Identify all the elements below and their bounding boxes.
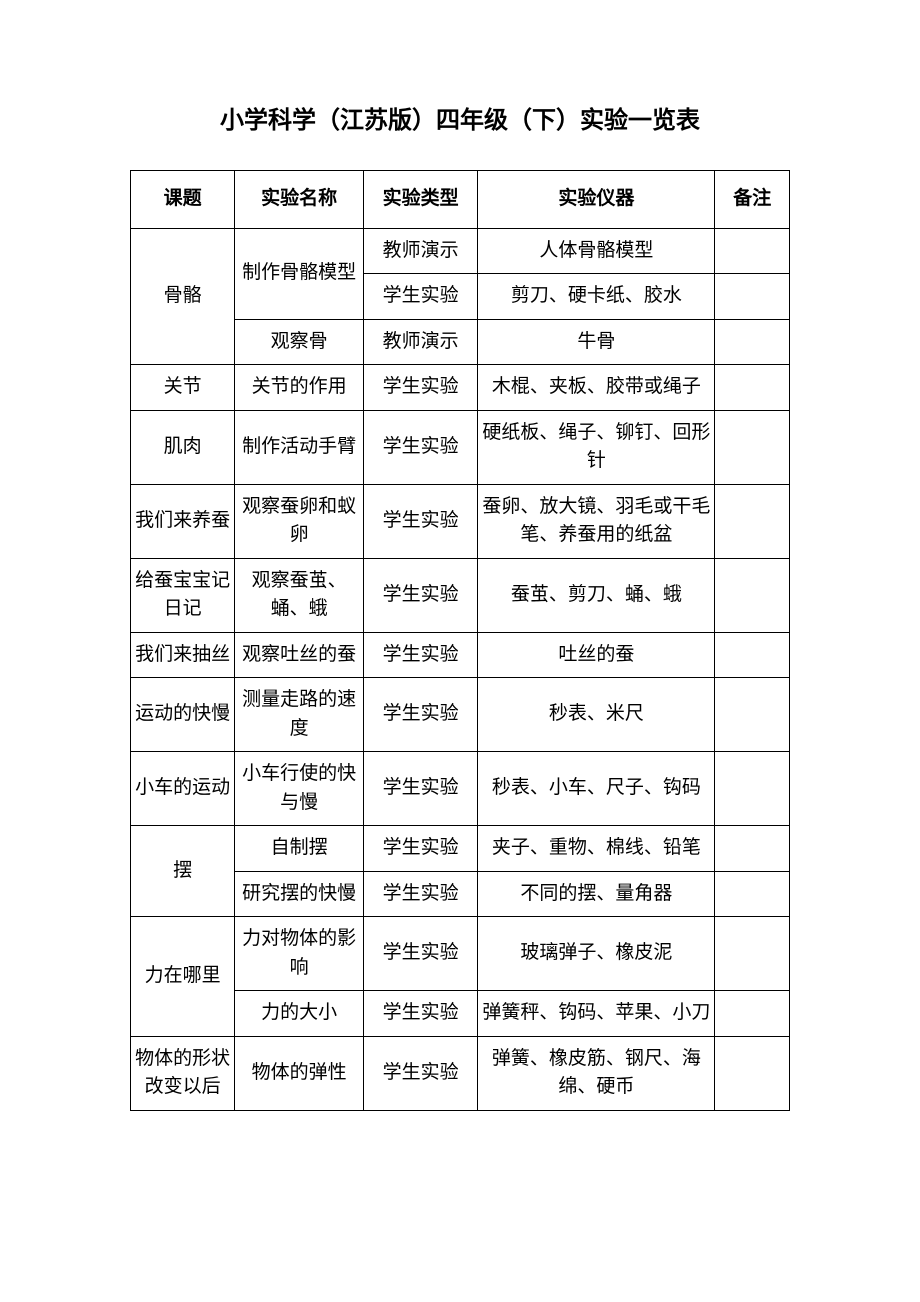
cell-type: 学生实验 — [363, 826, 477, 872]
cell-topic: 小车的运动 — [131, 752, 235, 826]
cell-type: 学生实验 — [363, 1036, 477, 1110]
cell-type: 学生实验 — [363, 365, 477, 411]
cell-type: 教师演示 — [363, 319, 477, 365]
header-remark: 备注 — [715, 171, 790, 229]
cell-name: 力的大小 — [235, 991, 364, 1037]
cell-topic: 骨骼 — [131, 228, 235, 365]
cell-name: 物体的弹性 — [235, 1036, 364, 1110]
cell-equipment: 夹子、重物、棉线、铅笔 — [478, 826, 715, 872]
cell-name: 制作骨骼模型 — [235, 228, 364, 319]
cell-remark — [715, 752, 790, 826]
cell-remark — [715, 632, 790, 678]
cell-equipment: 不同的摆、量角器 — [478, 871, 715, 917]
cell-type: 学生实验 — [363, 484, 477, 558]
table-row: 小车的运动 小车行使的快与慢 学生实验 秒表、小车、尺子、钩码 — [131, 752, 790, 826]
cell-type: 学生实验 — [363, 871, 477, 917]
cell-equipment: 蚕卵、放大镜、羽毛或干毛笔、养蚕用的纸盆 — [478, 484, 715, 558]
cell-type: 学生实验 — [363, 991, 477, 1037]
cell-name: 观察蚕茧、蛹、蛾 — [235, 558, 364, 632]
cell-remark — [715, 274, 790, 320]
table-row: 肌肉 制作活动手臂 学生实验 硬纸板、绳子、铆钉、回形针 — [131, 410, 790, 484]
cell-type: 学生实验 — [363, 752, 477, 826]
cell-topic: 我们来抽丝 — [131, 632, 235, 678]
table-row: 骨骼 制作骨骼模型 教师演示 人体骨骼模型 — [131, 228, 790, 274]
table-row: 运动的快慢 测量走路的速度 学生实验 秒表、米尺 — [131, 678, 790, 752]
table-row: 给蚕宝宝记日记 观察蚕茧、蛹、蛾 学生实验 蚕茧、剪刀、蛹、蛾 — [131, 558, 790, 632]
cell-name: 自制摆 — [235, 826, 364, 872]
cell-equipment: 秒表、小车、尺子、钩码 — [478, 752, 715, 826]
cell-name: 测量走路的速度 — [235, 678, 364, 752]
cell-equipment: 人体骨骼模型 — [478, 228, 715, 274]
cell-equipment: 硬纸板、绳子、铆钉、回形针 — [478, 410, 715, 484]
table-header-row: 课题 实验名称 实验类型 实验仪器 备注 — [131, 171, 790, 229]
cell-remark — [715, 678, 790, 752]
cell-equipment: 剪刀、硬卡纸、胶水 — [478, 274, 715, 320]
header-name: 实验名称 — [235, 171, 364, 229]
header-type: 实验类型 — [363, 171, 477, 229]
table-row: 我们来抽丝 观察吐丝的蚕 学生实验 吐丝的蚕 — [131, 632, 790, 678]
cell-remark — [715, 826, 790, 872]
cell-type: 学生实验 — [363, 917, 477, 991]
cell-equipment: 弹簧秤、钩码、苹果、小刀 — [478, 991, 715, 1037]
cell-type: 教师演示 — [363, 228, 477, 274]
cell-remark — [715, 871, 790, 917]
table-row: 关节 关节的作用 学生实验 木棍、夹板、胶带或绳子 — [131, 365, 790, 411]
cell-remark — [715, 410, 790, 484]
cell-remark — [715, 228, 790, 274]
cell-equipment: 牛骨 — [478, 319, 715, 365]
cell-name: 关节的作用 — [235, 365, 364, 411]
cell-type: 学生实验 — [363, 558, 477, 632]
cell-equipment: 蚕茧、剪刀、蛹、蛾 — [478, 558, 715, 632]
cell-type: 学生实验 — [363, 410, 477, 484]
cell-topic: 给蚕宝宝记日记 — [131, 558, 235, 632]
cell-topic: 摆 — [131, 826, 235, 917]
cell-remark — [715, 319, 790, 365]
cell-topic: 物体的形状改变以后 — [131, 1036, 235, 1110]
cell-remark — [715, 1036, 790, 1110]
cell-name: 制作活动手臂 — [235, 410, 364, 484]
cell-equipment: 玻璃弹子、橡皮泥 — [478, 917, 715, 991]
header-topic: 课题 — [131, 171, 235, 229]
cell-type: 学生实验 — [363, 632, 477, 678]
page-title: 小学科学（江苏版）四年级（下）实验一览表 — [130, 100, 790, 135]
cell-equipment: 木棍、夹板、胶带或绳子 — [478, 365, 715, 411]
cell-remark — [715, 484, 790, 558]
cell-topic: 我们来养蚕 — [131, 484, 235, 558]
cell-type: 学生实验 — [363, 678, 477, 752]
cell-topic: 肌肉 — [131, 410, 235, 484]
cell-remark — [715, 917, 790, 991]
table-row: 摆 自制摆 学生实验 夹子、重物、棉线、铅笔 — [131, 826, 790, 872]
cell-remark — [715, 365, 790, 411]
cell-name: 小车行使的快与慢 — [235, 752, 364, 826]
table-row: 力在哪里 力对物体的影响 学生实验 玻璃弹子、橡皮泥 — [131, 917, 790, 991]
cell-name: 观察吐丝的蚕 — [235, 632, 364, 678]
cell-name: 研究摆的快慢 — [235, 871, 364, 917]
cell-remark — [715, 558, 790, 632]
experiment-table: 课题 实验名称 实验类型 实验仪器 备注 骨骼 制作骨骼模型 教师演示 人体骨骼… — [130, 170, 790, 1111]
cell-name: 观察骨 — [235, 319, 364, 365]
cell-name: 力对物体的影响 — [235, 917, 364, 991]
header-equipment: 实验仪器 — [478, 171, 715, 229]
table-row: 物体的形状改变以后 物体的弹性 学生实验 弹簧、橡皮筋、钢尺、海绵、硬币 — [131, 1036, 790, 1110]
cell-equipment: 吐丝的蚕 — [478, 632, 715, 678]
cell-equipment: 弹簧、橡皮筋、钢尺、海绵、硬币 — [478, 1036, 715, 1110]
cell-topic: 运动的快慢 — [131, 678, 235, 752]
cell-topic: 关节 — [131, 365, 235, 411]
cell-topic: 力在哪里 — [131, 917, 235, 1037]
cell-name: 观察蚕卵和蚁卵 — [235, 484, 364, 558]
cell-remark — [715, 991, 790, 1037]
table-body: 骨骼 制作骨骼模型 教师演示 人体骨骼模型 学生实验 剪刀、硬卡纸、胶水 观察骨… — [131, 228, 790, 1110]
cell-equipment: 秒表、米尺 — [478, 678, 715, 752]
cell-type: 学生实验 — [363, 274, 477, 320]
table-row: 我们来养蚕 观察蚕卵和蚁卵 学生实验 蚕卵、放大镜、羽毛或干毛笔、养蚕用的纸盆 — [131, 484, 790, 558]
